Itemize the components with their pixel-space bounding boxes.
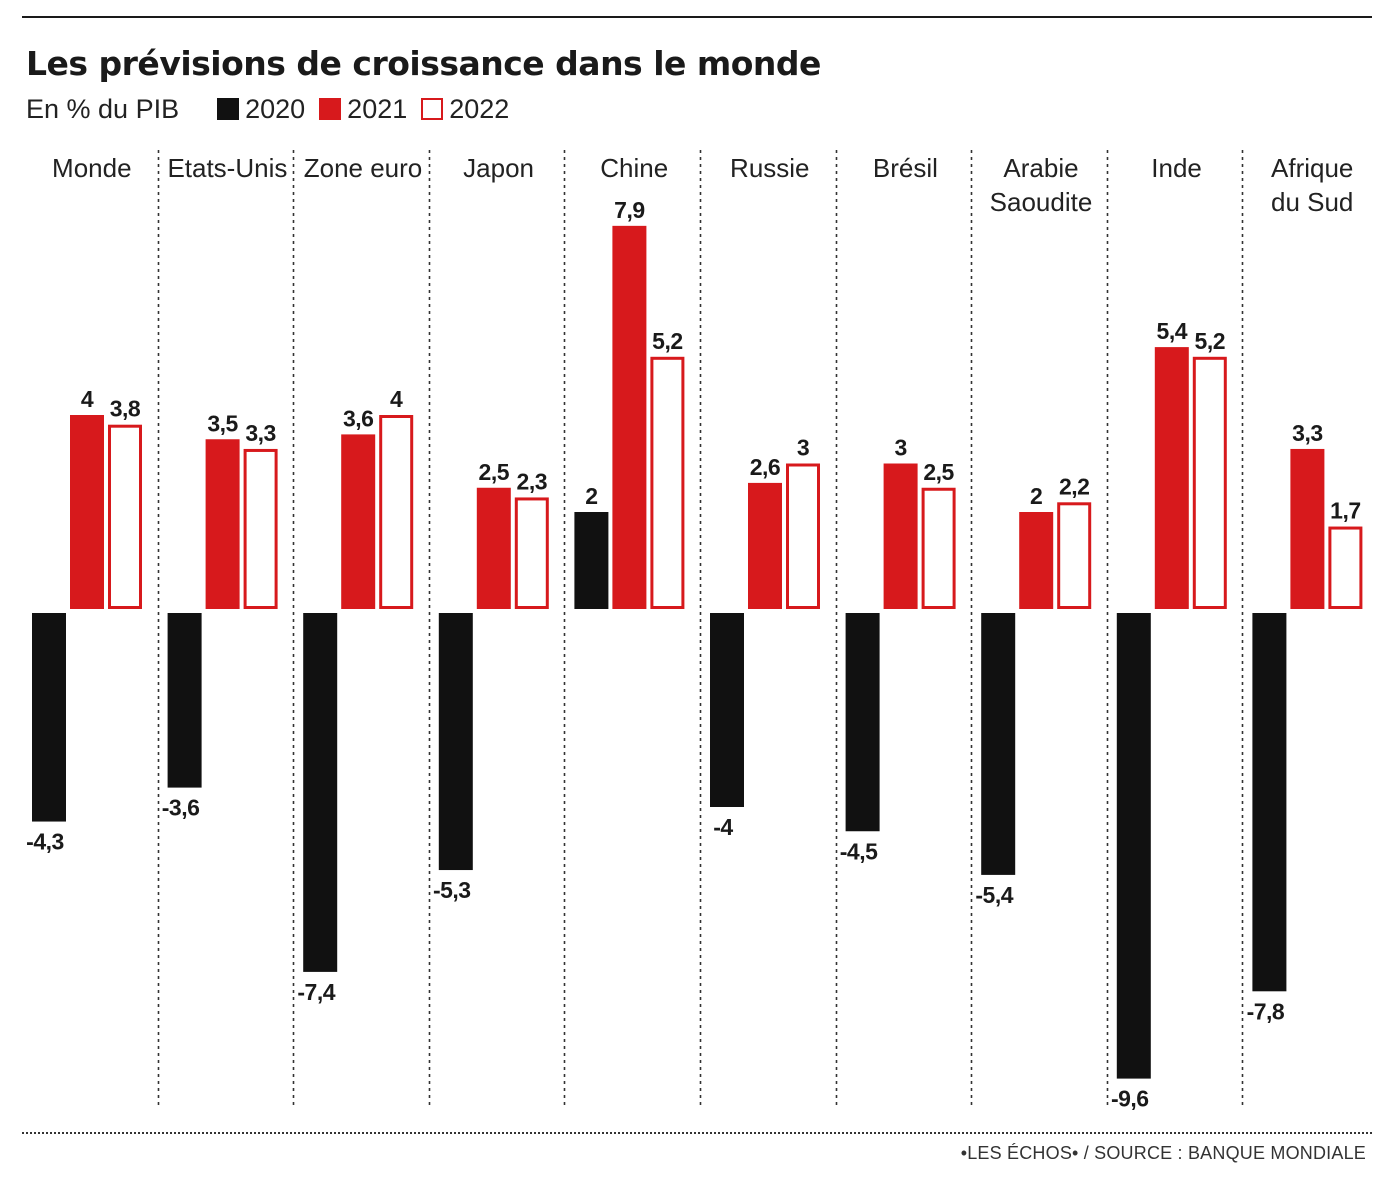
value-label-2022: 3,8 [110, 396, 141, 422]
value-label-2021: 3,6 [343, 405, 373, 431]
source-note: •LES ÉCHOS• / SOURCE : BANQUE MONDIALE [960, 1143, 1366, 1163]
bar-2022-6 [921, 487, 956, 609]
legend-label-2022: 2022 [449, 93, 510, 124]
category-label: Chine [600, 153, 668, 183]
category-label: du Sud [1271, 187, 1353, 217]
category-label: Etats-Unis [167, 153, 287, 183]
bar-2021-1 [205, 439, 240, 609]
value-label-2020: -4,3 [26, 829, 64, 855]
bar-2022-1 [243, 448, 278, 610]
value-label-2020: -4 [713, 814, 733, 840]
value-label-2022: 3,3 [245, 420, 275, 446]
value-label-2020: -7,8 [1247, 998, 1285, 1024]
value-label-2021: 2 [1030, 483, 1042, 509]
bar-2022-5 [786, 463, 820, 609]
bar-2022-7 [1057, 502, 1092, 609]
value-label-2022: 3 [797, 435, 809, 461]
bar-2021-6 [883, 463, 918, 609]
legend-swatch-2021 [319, 98, 342, 120]
value-label-2021: 2,5 [479, 459, 510, 485]
bar-2020-1 [167, 613, 202, 788]
category-label: Russie [730, 153, 809, 183]
value-label-2020: 2 [585, 483, 597, 509]
bar-2021-5 [748, 482, 782, 609]
value-label-2022: 2,3 [517, 468, 547, 494]
value-label-2020: -5,4 [975, 882, 1013, 908]
legend-label-2020: 2020 [245, 93, 306, 124]
category-label: Arabie [1003, 153, 1078, 183]
category-label: Saoudite [990, 187, 1093, 217]
value-label-2020: -7,4 [297, 979, 335, 1005]
category-label: Monde [52, 153, 132, 183]
legend-swatch-2022 [421, 98, 444, 120]
value-label-2022: 5,2 [1195, 328, 1225, 354]
chart-title: Les prévisions de croissance dans le mon… [26, 44, 821, 83]
value-label-2022: 2,5 [923, 459, 954, 485]
value-label-2021: 3 [894, 435, 906, 461]
value-label-2020: -4,5 [840, 838, 878, 864]
value-label-2021: 3,5 [207, 410, 238, 436]
bar-2021-8 [1154, 347, 1189, 609]
bar-2020-8 [1116, 613, 1151, 1079]
category-label: Brésil [873, 153, 938, 183]
bar-2020-0 [32, 613, 66, 822]
category-label: Inde [1151, 153, 1202, 183]
bar-2022-8 [1192, 356, 1227, 609]
legend-item-2021: 2021 [319, 94, 421, 125]
value-label-2022: 2,2 [1059, 473, 1089, 499]
value-label-2020: -3,6 [162, 795, 200, 821]
bar-2022-4 [650, 356, 685, 609]
bar-2020-4 [574, 512, 609, 609]
value-label-2021: 4 [81, 386, 94, 412]
bar-2020-6 [845, 613, 880, 832]
value-label-2021: 2,6 [750, 454, 780, 480]
value-label-2021: 7,9 [614, 197, 644, 223]
category-label: Japon [463, 153, 534, 183]
value-label-2022: 5,2 [652, 328, 682, 354]
bar-2020-3 [438, 613, 473, 871]
legend-label-2021: 2021 [347, 93, 408, 124]
legend-swatch-2020 [217, 98, 240, 120]
bar-2021-3 [476, 487, 511, 609]
bar-2020-2 [303, 613, 338, 972]
bar-2022-9 [1328, 526, 1363, 609]
bar-2021-2 [341, 434, 376, 609]
category-label: Zone euro [304, 153, 423, 183]
bar-2021-4 [612, 225, 647, 609]
bar-2021-7 [1019, 512, 1054, 609]
bar-2021-0 [70, 415, 104, 609]
category-label: Afrique [1271, 153, 1353, 183]
value-label-2022: 4 [390, 386, 403, 412]
bar-2020-9 [1252, 613, 1287, 992]
bottom-rule [22, 1132, 1372, 1134]
value-label-2022: 1,7 [1330, 498, 1360, 524]
legend-item-2022: 2022 [421, 94, 523, 125]
bar-2020-7 [981, 613, 1016, 875]
bar-2021-9 [1290, 448, 1325, 609]
value-label-2021: 3,3 [1292, 420, 1322, 446]
value-label-2021: 5,4 [1157, 318, 1188, 344]
bar-2020-5 [710, 613, 744, 807]
bar-2022-2 [379, 415, 414, 609]
subtitle-legend-row: En % du PIB 2020 2021 2022 [26, 92, 523, 126]
value-label-2020: -5,3 [433, 877, 471, 903]
bar-2022-3 [514, 497, 549, 610]
bar-2022-0 [108, 424, 142, 610]
chart-subtitle: En % du PIB [26, 93, 180, 124]
top-rule [22, 16, 1372, 18]
legend-item-2020: 2020 [217, 94, 319, 125]
value-label-2020: -9,6 [1111, 1086, 1149, 1112]
